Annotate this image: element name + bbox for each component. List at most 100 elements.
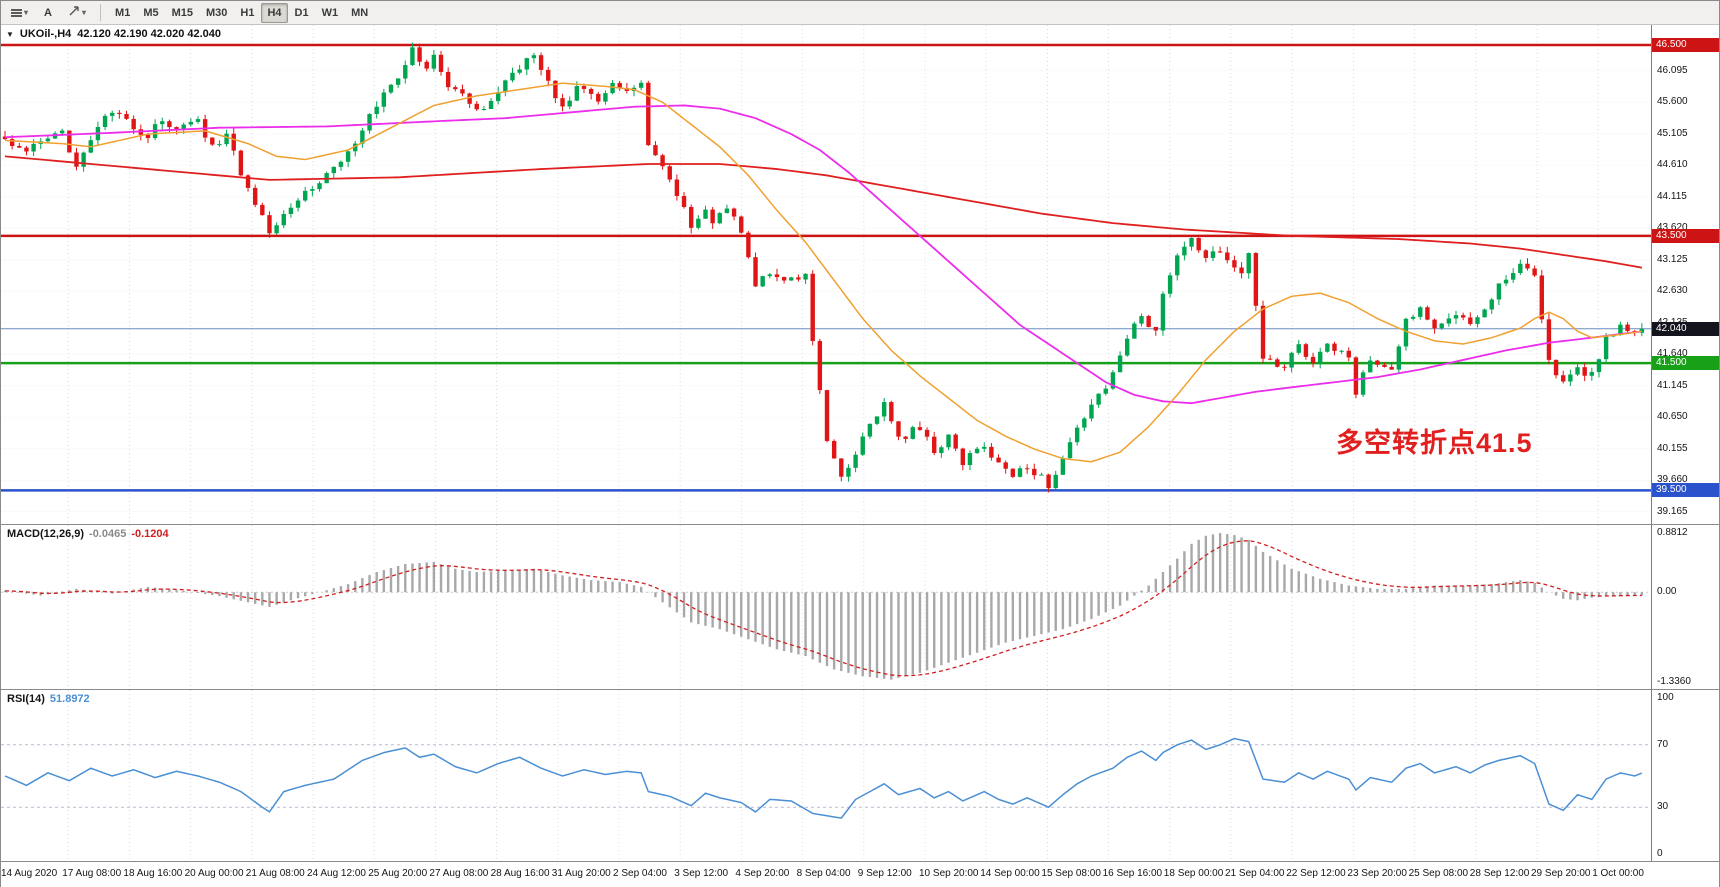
- time-axis-label: 21 Sep 04:00: [1225, 868, 1285, 879]
- timeframe-button-m1[interactable]: M1: [109, 3, 136, 23]
- axis-label: 0.8812: [1657, 527, 1688, 538]
- grid-layer: [1, 25, 1653, 524]
- time-axis-label: 14 Aug 2020: [1, 868, 58, 879]
- timeframe-button-mn[interactable]: MN: [345, 3, 374, 23]
- macd-canvas[interactable]: [1, 525, 1653, 690]
- time-axis-label: 9 Sep 12:00: [857, 868, 912, 879]
- time-axis-label: 18 Sep 00:00: [1163, 868, 1224, 879]
- macd-label: MACD(12,26,9) -0.0465 -0.1204: [7, 528, 169, 540]
- axis-label: 40.155: [1657, 442, 1688, 454]
- axis-label: 70: [1657, 738, 1669, 750]
- chart-annotation: 多空转折点41.5: [1336, 428, 1533, 458]
- main-chart-pane[interactable]: ▼ UKOil-,H4 42.120 42.190 42.020 42.040 …: [1, 25, 1719, 525]
- time-axis-label: 28 Aug 16:00: [490, 868, 550, 879]
- axis-label: 45.600: [1657, 96, 1688, 108]
- time-axis-label: 23 Sep 20:00: [1347, 868, 1407, 879]
- timeframe-button-m30[interactable]: M30: [200, 3, 233, 23]
- axis-label: 43.620: [1657, 222, 1688, 234]
- axis-label: 100: [1657, 692, 1674, 703]
- time-axis-label: 18 Aug 16:00: [123, 868, 183, 879]
- time-axis-label: 20 Aug 00:00: [184, 868, 244, 879]
- time-axis-label: 31 Aug 20:00: [551, 868, 611, 879]
- timeframe-button-h4[interactable]: H4: [261, 2, 288, 23]
- axis-label: -1.3360: [1657, 676, 1691, 687]
- time-axis-label: 10 Sep 20:00: [919, 868, 979, 879]
- timeframe-button-w1[interactable]: W1: [316, 3, 345, 23]
- axis-label: 42.630: [1657, 285, 1688, 297]
- timeframe-button-d1[interactable]: D1: [289, 3, 315, 23]
- time-axis-label: 25 Aug 20:00: [368, 868, 428, 879]
- axis-label: 39.660: [1657, 474, 1688, 486]
- main-chart-canvas[interactable]: [1, 25, 1653, 525]
- time-axis-label: 14 Sep 00:00: [980, 868, 1040, 879]
- macd-signal-line: [4, 540, 1642, 677]
- rsi-label: RSI(14) 51.8972: [7, 693, 90, 705]
- macd-signal-value: -0.1204: [131, 528, 169, 540]
- price-tag: 46.500: [1652, 37, 1719, 52]
- price-axis[interactable]: 46.095 45.600 45.105 44.610 44.115 43.620 43.1…: [1651, 25, 1719, 524]
- axis-label: 46.095: [1657, 64, 1688, 76]
- macd-histogram: [3, 533, 1644, 680]
- candles-layer: [2, 42, 1645, 493]
- timeframe-buttons: M1 M5 M15 M30 H1 H4 D1 W1 MN: [109, 2, 374, 23]
- axis-label: 40.650: [1657, 411, 1688, 423]
- ma-mid-line: [4, 104, 1642, 405]
- toolbar-separator: [100, 4, 102, 21]
- ma-fast-line: [4, 82, 1642, 463]
- macd-axis[interactable]: 0.8812 0.00 -1.3360: [1651, 525, 1719, 689]
- time-axis-label: 3 Sep 12:00: [674, 868, 729, 879]
- time-axis[interactable]: 14 Aug 2020 17 Aug 08:00 18 Aug 16:00 20 Au…: [1, 862, 1719, 887]
- price-tag: 39.500: [1652, 483, 1719, 498]
- rsi-axis[interactable]: 100 70 30 0: [1651, 690, 1719, 861]
- toolbar: ▾ A ▾ M1 M5 M15 M30 H1 H4 D1 W1 MN: [1, 1, 1719, 25]
- price-tag: 42.040: [1652, 321, 1719, 336]
- ohlc-values: 42.120 42.190 42.020 42.040: [77, 28, 222, 40]
- macd-name: MACD(12,26,9): [7, 528, 85, 540]
- text-tool-button[interactable]: A: [36, 3, 60, 23]
- time-axis-label: 1 Oct 00:00: [1592, 868, 1644, 879]
- line-studies-icon: [11, 8, 22, 18]
- axis-label: 45.105: [1657, 127, 1688, 139]
- axis-label: 39.165: [1657, 505, 1688, 517]
- time-axis-label: 17 Aug 08:00: [62, 868, 122, 879]
- macd-pane[interactable]: MACD(12,26,9) -0.0465 -0.1204 0.8812 0.00…: [1, 525, 1719, 690]
- symbol-ohlc-readout: ▼ UKOil-,H4 42.120 42.190 42.020 42.040: [6, 28, 221, 40]
- timeframe-button-m15[interactable]: M15: [166, 3, 199, 23]
- time-axis-label: 21 Aug 08:00: [245, 868, 305, 879]
- rsi-canvas[interactable]: [1, 690, 1653, 862]
- time-axis-label: 8 Sep 04:00: [796, 868, 851, 879]
- timeframe-button-h1[interactable]: H1: [234, 3, 260, 23]
- axis-label: 0.00: [1657, 586, 1677, 598]
- price-tag: 41.500: [1652, 356, 1719, 371]
- time-axis-label: 2 Sep 04:00: [613, 868, 667, 879]
- symbol-title: UKOil-,H4: [19, 28, 72, 40]
- axis-label: 0: [1657, 848, 1663, 859]
- time-axis-label: 15 Sep 08:00: [1041, 868, 1101, 879]
- axis-label: 44.610: [1657, 159, 1688, 171]
- arrow-tools-button[interactable]: ▾: [62, 3, 92, 23]
- ma-slow-line: [4, 155, 1643, 269]
- chevron-down-icon: ▾: [82, 7, 87, 17]
- axis-label: 41.640: [1657, 348, 1688, 360]
- time-axis-label: 4 Sep 20:00: [735, 868, 790, 879]
- arrow-tool-icon: [68, 5, 80, 20]
- axis-label: 41.145: [1657, 379, 1688, 391]
- time-axis-label: 24 Aug 12:00: [307, 868, 366, 879]
- collapse-triangle-icon: ▼: [6, 29, 14, 39]
- timeframe-button-m5[interactable]: M5: [137, 3, 164, 23]
- time-axis-label: 27 Aug 08:00: [429, 868, 489, 879]
- axis-label: 43.125: [1657, 253, 1688, 265]
- axis-label: 44.115: [1657, 190, 1687, 202]
- rsi-value: 51.8972: [49, 693, 90, 705]
- time-axis-label: 22 Sep 12:00: [1286, 868, 1346, 879]
- rsi-pane[interactable]: RSI(14) 51.8972 100 70 30 0: [1, 690, 1719, 862]
- time-axis-label: 16 Sep 16:00: [1102, 868, 1163, 879]
- time-axis-label: 25 Sep 08:00: [1408, 868, 1469, 879]
- time-axis-label: 29 Sep 20:00: [1531, 868, 1591, 879]
- price-tag: 43.500: [1652, 228, 1719, 243]
- line-studies-button[interactable]: ▾: [5, 3, 34, 23]
- chevron-down-icon: ▾: [24, 7, 29, 17]
- rsi-line: [4, 737, 1643, 819]
- rsi-name: RSI(14): [7, 693, 45, 705]
